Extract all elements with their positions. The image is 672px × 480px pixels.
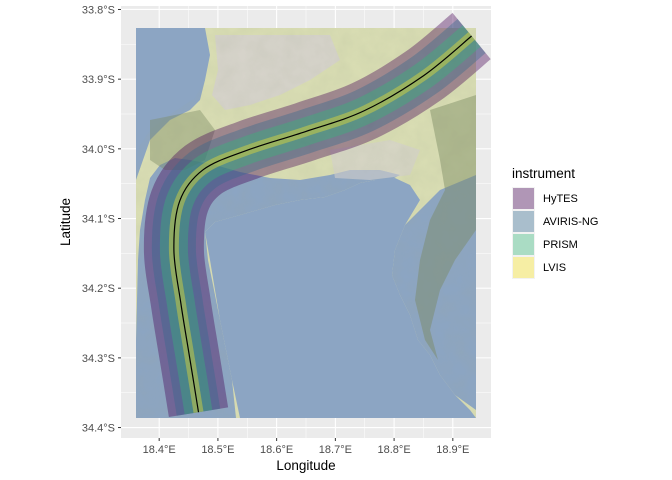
- legend-title: instrument: [512, 166, 575, 181]
- legend-key-swatch: [513, 211, 534, 232]
- y-tick-label: 33.9°S: [82, 74, 115, 86]
- peninsula-mountains: [150, 110, 215, 170]
- x-tick-label: 18.8°E: [378, 444, 411, 456]
- y-tick-label: 34.1°S: [82, 214, 115, 226]
- legend-key-bg: [512, 187, 535, 210]
- y-axis-title: Latitude: [58, 198, 73, 246]
- legend-key-bg: [512, 233, 535, 256]
- x-axis: 18.4°E 18.5°E 18.6°E 18.7°E 18.8°E 18.9°E: [143, 438, 469, 456]
- y-tick-label: 33.8°S: [82, 4, 115, 16]
- instrument-swaths: [143, 12, 491, 417]
- legend-key-bg: [512, 210, 535, 233]
- x-tick-label: 18.7°E: [319, 444, 352, 456]
- legend-label: AVIRIS-NG: [543, 216, 598, 228]
- y-tick-label: 34.0°S: [82, 144, 115, 156]
- x-tick-label: 18.9°E: [436, 444, 469, 456]
- legend-label: PRISM: [543, 239, 578, 251]
- legend: instrument HyTES AVIRIS-NG PRISM LVIS: [512, 166, 598, 279]
- y-tick-label: 34.2°S: [82, 283, 115, 295]
- mountain-range: [415, 95, 476, 360]
- flight-track-line: [173, 35, 472, 413]
- legend-label: HyTES: [543, 193, 578, 205]
- x-tick-label: 18.5°E: [201, 444, 234, 456]
- basemap: [136, 28, 476, 418]
- y-tick-label: 34.4°S: [82, 423, 115, 435]
- table-bay: [136, 28, 210, 160]
- legend-label: LVIS: [543, 262, 566, 274]
- false-bay: [205, 178, 476, 418]
- legend-key-swatch: [513, 188, 534, 209]
- legend-key-bg: [512, 256, 535, 279]
- x-tick-label: 18.4°E: [143, 444, 176, 456]
- legend-key-swatch: [513, 257, 534, 278]
- y-tick-label: 34.3°S: [82, 353, 115, 365]
- y-axis: 33.8°S 33.9°S 34.0°S 34.1°S 34.2°S 34.3°S 34.4…: [82, 4, 121, 435]
- legend-key-swatch: [513, 234, 534, 255]
- x-axis-title: Longitude: [276, 458, 335, 473]
- x-tick-label: 18.6°E: [260, 444, 293, 456]
